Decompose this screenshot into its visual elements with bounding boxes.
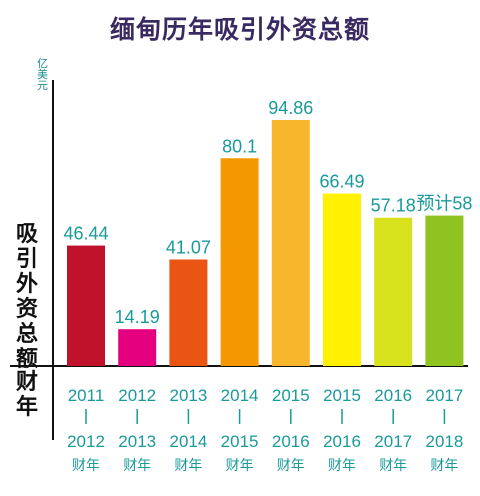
data-label: 46.44 xyxy=(63,224,108,244)
tick-label-suffix: 财年 xyxy=(379,458,407,474)
bar xyxy=(118,329,157,366)
tick-label-start: 2012 xyxy=(118,386,156,405)
tick-label-start: 2016 xyxy=(374,386,412,405)
tick-label-end: 2018 xyxy=(425,432,463,451)
tick-label-end: 2013 xyxy=(118,432,156,451)
bar xyxy=(374,217,413,366)
tick-label-suffix: 财年 xyxy=(174,458,202,474)
tick-label-start: 2013 xyxy=(169,386,207,405)
x-axis-label: 财年 xyxy=(15,370,38,420)
tick-label-suffix: 财年 xyxy=(430,458,458,474)
tick-label-end: 2012 xyxy=(67,432,105,451)
tick-label-suffix: 财年 xyxy=(328,458,356,474)
tick-label-suffix: 财年 xyxy=(226,458,254,474)
data-label: 80.1 xyxy=(222,136,257,156)
data-label: 57.18 xyxy=(371,196,416,216)
tick-label-suffix: 财年 xyxy=(72,458,100,474)
tick-label-end: 2015 xyxy=(221,432,259,451)
bar xyxy=(67,245,105,366)
tick-label-end: 2017 xyxy=(374,432,412,451)
tick-label-end: 2014 xyxy=(169,432,207,451)
data-label: 41.07 xyxy=(166,237,211,257)
bar xyxy=(271,119,310,366)
bar xyxy=(323,193,361,366)
tick-label-start: 2011 xyxy=(68,386,105,405)
chart-title: 缅甸历年吸引外资总额 xyxy=(109,15,370,44)
bar xyxy=(220,158,259,366)
tick-label-start: 2014 xyxy=(221,386,259,405)
tick-label-start: 2015 xyxy=(272,386,310,405)
data-label: 14.19 xyxy=(115,307,160,327)
tick-label-end: 2016 xyxy=(272,432,310,451)
tick-label-suffix: 财年 xyxy=(277,458,305,474)
tick-label-end: 2016 xyxy=(323,432,361,451)
data-label: 预计58 xyxy=(416,194,472,214)
tick-label-start: 2017 xyxy=(425,386,463,405)
data-label: 94.86 xyxy=(268,98,313,118)
bar xyxy=(425,215,464,366)
data-label: 66.49 xyxy=(319,172,364,192)
y-axis-unit: 亿美元 xyxy=(37,57,48,92)
tick-label-suffix: 财年 xyxy=(123,458,151,474)
bar xyxy=(169,259,208,366)
tick-label-start: 2015 xyxy=(323,386,361,405)
